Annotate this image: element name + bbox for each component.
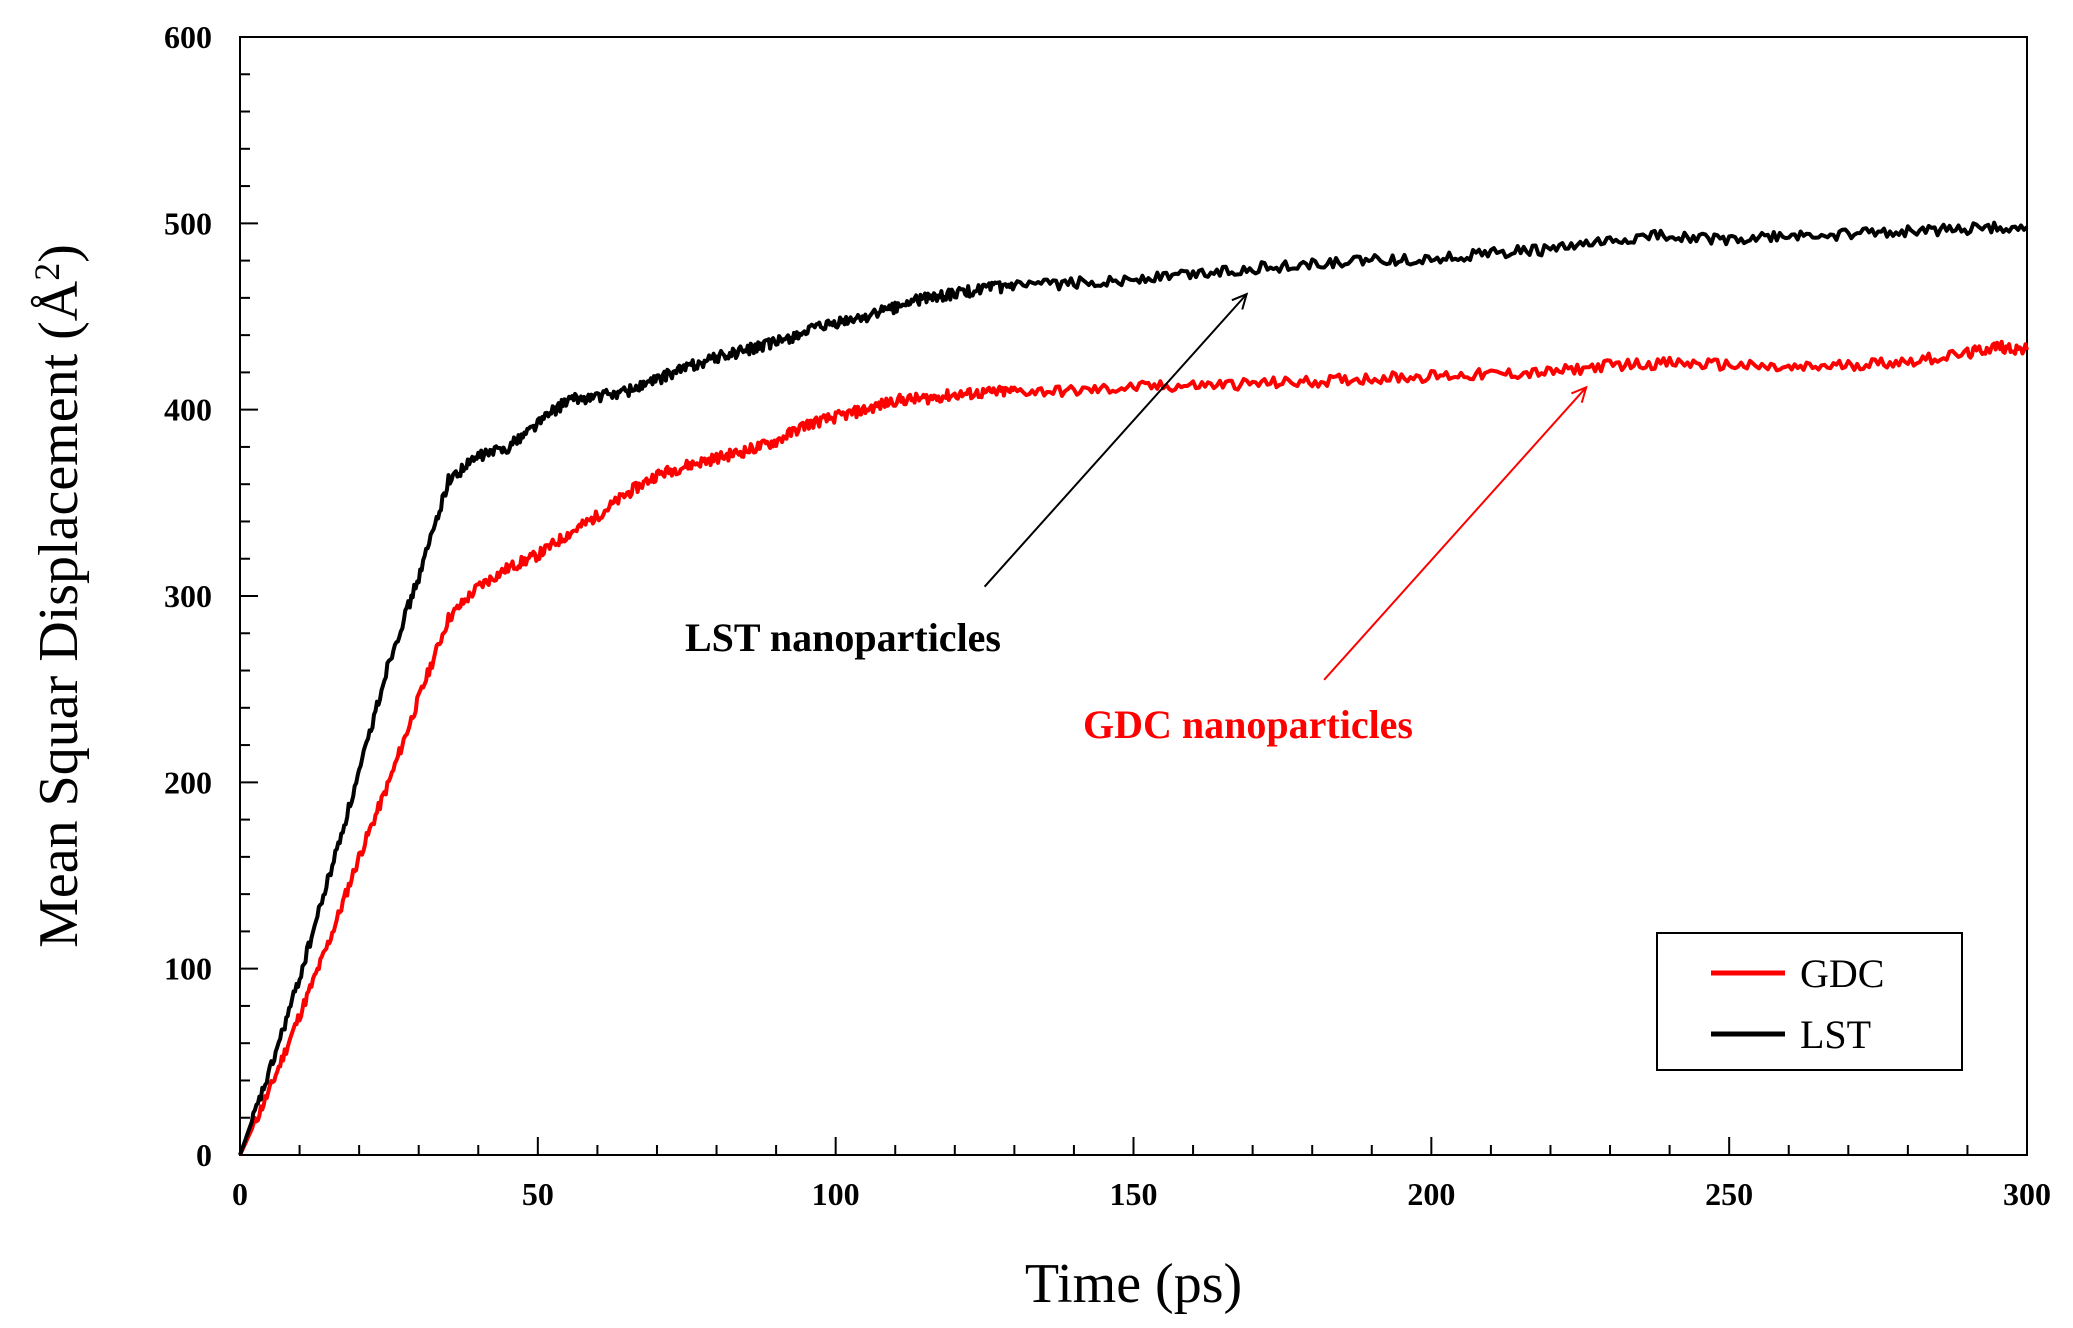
x-tick-label: 50 xyxy=(522,1176,554,1212)
x-tick-label: 300 xyxy=(2003,1176,2051,1212)
legend-label-lst: LST xyxy=(1800,1012,1871,1057)
annotation-label: LST nanoparticles xyxy=(685,615,1001,660)
series-line-lst xyxy=(238,220,2029,1156)
x-tick-label: 250 xyxy=(1705,1176,1753,1212)
y-tick-label: 300 xyxy=(164,578,212,614)
y-axis-title-close: ) xyxy=(28,244,90,263)
annotation-arrowhead xyxy=(1571,385,1588,403)
y-tick-label: 600 xyxy=(164,19,212,55)
annotation-layer: LST nanoparticles GDC nanoparticles xyxy=(685,292,1588,747)
y-tick-label: 400 xyxy=(164,392,212,428)
annotation-label: GDC nanoparticles xyxy=(1083,702,1413,747)
legend-label-gdc: GDC xyxy=(1800,951,1884,996)
x-tick-label: 100 xyxy=(812,1176,860,1212)
series-layer xyxy=(238,220,2029,1156)
legend-box xyxy=(1656,932,1963,1071)
annotation-arrow xyxy=(1323,386,1587,681)
x-tick-label: 0 xyxy=(232,1176,248,1212)
y-tick-label: 0 xyxy=(196,1137,212,1173)
y-tick-label: 100 xyxy=(164,951,212,987)
annotation-arrow xyxy=(983,293,1248,588)
y-tick-label: 200 xyxy=(164,764,212,800)
x-axis-title: Time (ps) xyxy=(1025,1253,1242,1315)
series-line-gdc xyxy=(238,339,2029,1156)
y-axis-title-superscript: 2 xyxy=(27,263,67,281)
x-tick-label: 150 xyxy=(1110,1176,1158,1212)
y-tick-label: 500 xyxy=(164,205,212,241)
y-axis-title: Mean Squar Displacement (Å2) xyxy=(27,244,90,948)
x-axis: 0 50 100 150 200 250 300 xyxy=(232,1137,2051,1212)
y-axis-title-main: Mean Squar Displacement (Å xyxy=(28,280,90,948)
x-tick-label: 200 xyxy=(1407,1176,1455,1212)
y-axis: 0 100 200 300 400 500 600 xyxy=(164,19,258,1173)
legend: GDC LST xyxy=(1656,932,1963,1071)
annotation-arrowhead xyxy=(1231,292,1249,310)
